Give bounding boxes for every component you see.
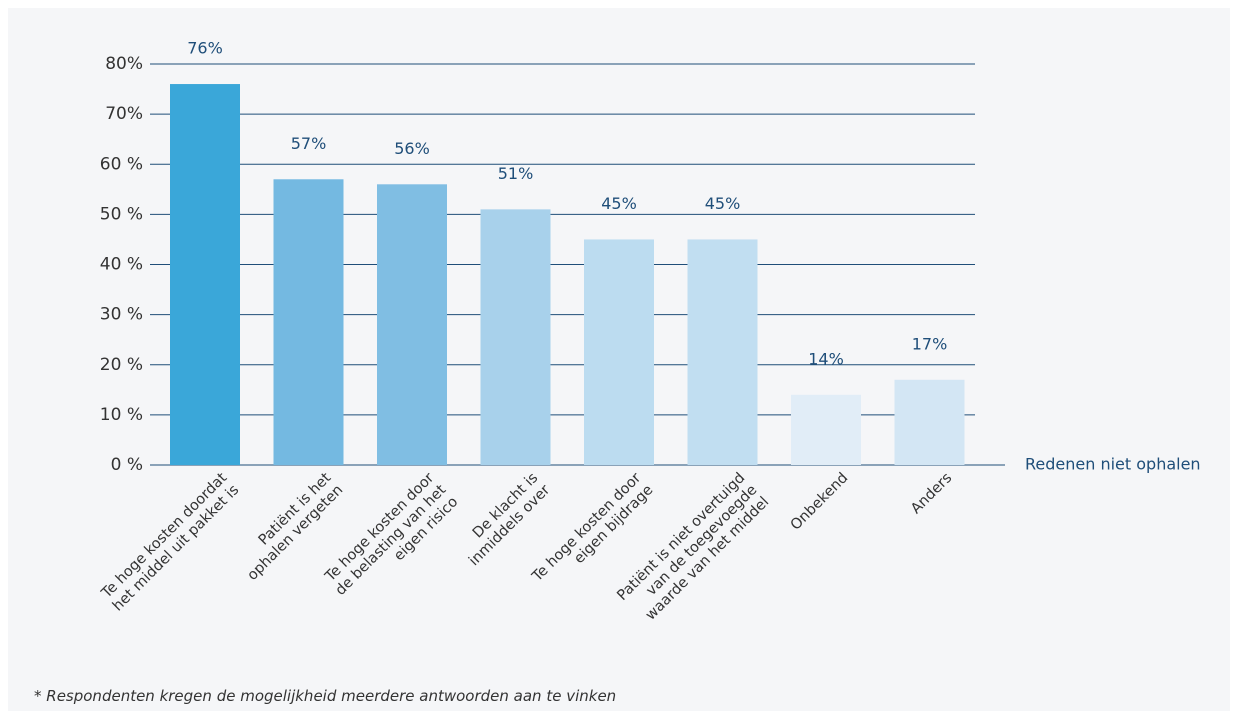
x-axis-title: Redenen niet ophalen	[1025, 455, 1201, 474]
value-label: 14%	[808, 349, 844, 368]
value-label: 17%	[912, 334, 948, 353]
y-tick-label: 40 %	[100, 255, 143, 275]
y-tick-label: 70%	[105, 104, 143, 124]
y-tick-label: 10 %	[100, 405, 143, 425]
y-tick-label: 80%	[105, 54, 143, 74]
y-tick-label: 50 %	[100, 204, 143, 224]
bar	[791, 394, 861, 465]
value-label: 45%	[601, 194, 637, 213]
bar	[480, 209, 551, 465]
y-tick-label: 60 %	[100, 154, 143, 174]
bar	[687, 239, 758, 465]
bar	[377, 184, 447, 466]
value-label: 76%	[187, 39, 223, 58]
value-label: 45%	[705, 194, 741, 213]
bar	[273, 179, 344, 465]
value-label: 57%	[291, 134, 327, 153]
bar	[170, 84, 240, 466]
value-label: 51%	[498, 164, 534, 183]
y-tick-label: 20 %	[100, 355, 143, 375]
y-tick-label: 0 %	[111, 455, 143, 475]
bar	[894, 379, 965, 465]
value-label: 56%	[394, 139, 430, 158]
footnote: * Respondenten kregen de mogelijkheid me…	[34, 687, 617, 705]
bar	[584, 239, 654, 465]
y-tick-label: 30 %	[100, 305, 143, 325]
